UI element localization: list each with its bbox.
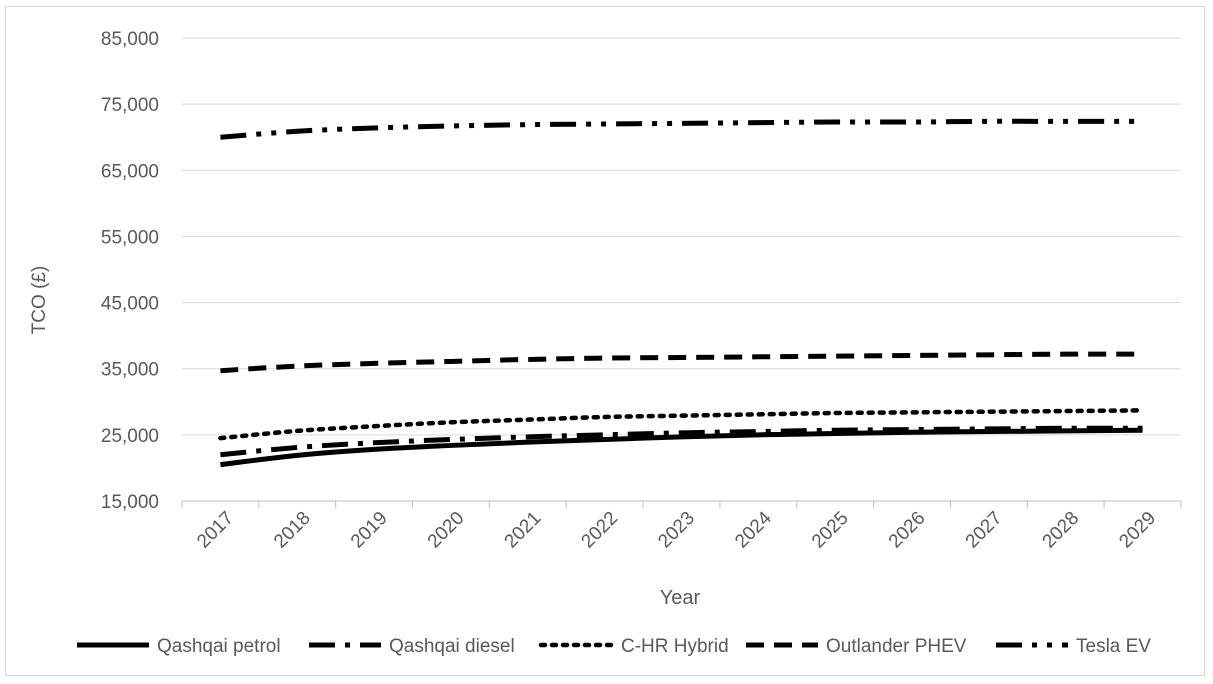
y-tick-label: 55,000: [101, 227, 159, 248]
x-tick-label: 2027: [962, 508, 1007, 553]
y-tick-label: 85,000: [101, 29, 159, 50]
x-axis-label: Year: [660, 587, 701, 609]
gridlines: [182, 37, 1181, 436]
series-line: [218, 408, 1145, 441]
legend-label: Tesla EV: [1076, 636, 1151, 657]
x-tick-label: 2029: [1115, 508, 1160, 553]
chart-frame: 15,000 25,000 35,000 45,000 55,000 65,000 75,0…: [5, 6, 1205, 676]
series-line: [220, 425, 1143, 458]
legend-label: Qashqai petrol: [157, 636, 281, 657]
y-tick-label: 45,000: [101, 294, 159, 315]
y-tick-label: 75,000: [101, 95, 159, 116]
x-tick-label: 2019: [347, 508, 392, 553]
x-axis: 2017 2018 2019 2020 2021 2022 2023 2024 2025 2026…: [181, 500, 1182, 553]
x-tick-label: 2025: [808, 508, 853, 553]
x-tick-label: 2028: [1039, 508, 1084, 553]
x-tick-label: 2026: [885, 508, 930, 553]
y-tick-label: 15,000: [101, 492, 159, 513]
legend-label: C-HR Hybrid: [621, 636, 729, 657]
x-tick-label: 2024: [731, 507, 776, 552]
y-tick-label: 35,000: [101, 360, 159, 381]
line-chart: 15,000 25,000 35,000 45,000 55,000 65,000 75,0…: [29, 29, 1182, 657]
x-tick-label: 2020: [424, 508, 469, 553]
x-tick-label: 2017: [193, 508, 238, 553]
legend-label: Outlander PHEV: [826, 636, 967, 657]
x-tick-label: 2021: [501, 508, 546, 553]
x-tick-label: 2022: [577, 508, 622, 553]
series-lines: [218, 118, 1145, 468]
legend-label: Qashqai diesel: [389, 636, 515, 657]
y-axis-label: TCO (£): [29, 266, 50, 335]
y-tick-label: 25,000: [101, 426, 159, 447]
x-tick-label: 2018: [270, 508, 315, 553]
y-tick-label: 65,000: [101, 161, 159, 182]
series-line: [220, 427, 1143, 468]
series-line: [220, 118, 1143, 140]
y-axis-ticks: 15,000 25,000 35,000 45,000 55,000 65,000 75,0…: [101, 29, 159, 513]
legend: Qashqai petrol Qashqai diesel C-HR Hybrid O…: [77, 636, 1151, 657]
x-tick-label: 2023: [654, 508, 699, 553]
series-line: [220, 351, 1143, 374]
